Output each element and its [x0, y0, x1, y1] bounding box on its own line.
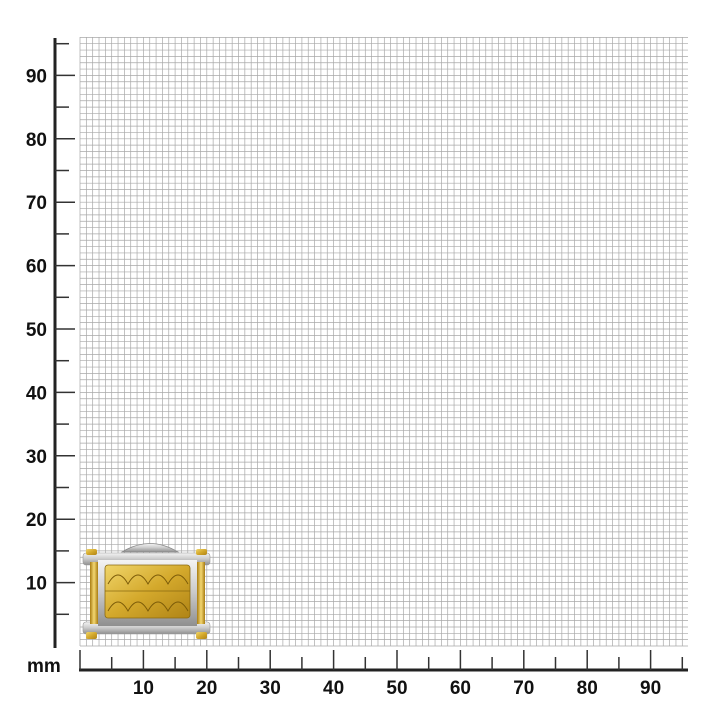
y-tick-label: 60	[26, 257, 47, 278]
cufflink-image	[82, 543, 211, 639]
y-tick-label: 40	[26, 383, 47, 404]
x-tick-label: 70	[513, 678, 534, 699]
x-tick-label: 60	[450, 678, 471, 699]
x-tick-label: 30	[260, 678, 281, 699]
x-tick-label: 50	[386, 678, 407, 699]
unit-label: mm	[27, 656, 61, 677]
y-tick-label: 90	[26, 66, 47, 87]
y-tick-label: 80	[26, 130, 47, 151]
x-tick-label: 80	[577, 678, 598, 699]
y-tick-label: 10	[26, 574, 47, 595]
x-tick-label: 20	[196, 678, 217, 699]
y-tick-label: 20	[26, 510, 47, 531]
axes: 10 20 30 40 50 60 70 80 90 10 20 30 40 50 60 70 80 90	[26, 38, 688, 699]
x-tick-label: 90	[640, 678, 661, 699]
x-tick-label: 40	[323, 678, 344, 699]
y-tick-label: 70	[26, 193, 47, 214]
x-tick-label: 10	[133, 678, 154, 699]
y-tick-label: 30	[26, 447, 47, 468]
y-tick-label: 50	[26, 320, 47, 341]
